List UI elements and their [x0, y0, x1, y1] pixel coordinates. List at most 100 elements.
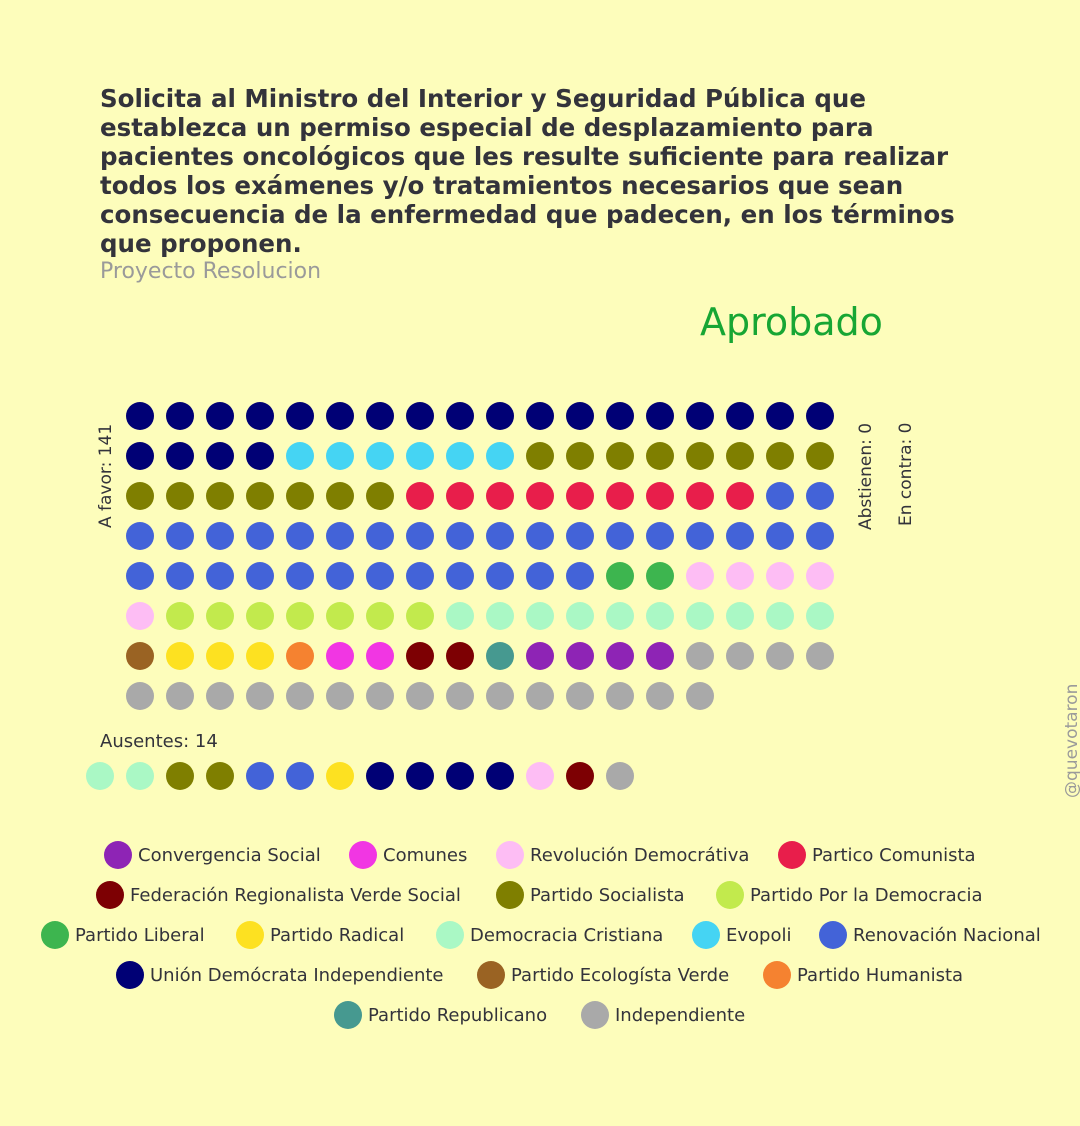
a-favor-seat: Convergencia Social	[566, 642, 594, 670]
ausente-seat: Democracia Cristiana	[86, 762, 114, 790]
a-favor-seat: Revolución Democrátiva	[806, 562, 834, 590]
a-favor-seat: Evopoli	[366, 442, 394, 470]
a-favor-seat: Unión Demócrata Independiente	[166, 402, 194, 430]
a-favor-seat: Unión Demócrata Independiente	[766, 402, 794, 430]
a-favor-seat: Independiente	[366, 682, 394, 710]
a-favor-seat: Renovación Nacional	[246, 562, 274, 590]
ausentes-label: Ausentes: 14	[100, 731, 218, 752]
a-favor-seat: Independiente	[766, 642, 794, 670]
a-favor-seat: Partido Socialista	[166, 482, 194, 510]
a-favor-seat: Independiente	[406, 682, 434, 710]
a-favor-seat: Democracia Cristiana	[446, 602, 474, 630]
a-favor-seat: Partido Socialista	[566, 442, 594, 470]
a-favor-seat: Comunes	[366, 642, 394, 670]
ausente-seat: Revolución Democrátiva	[526, 762, 554, 790]
a-favor-seat: Renovación Nacional	[486, 562, 514, 590]
a-favor-seat: Independiente	[446, 682, 474, 710]
a-favor-seat: Renovación Nacional	[326, 562, 354, 590]
a-favor-seat: Democracia Cristiana	[486, 602, 514, 630]
watermark: @quevotaron	[1062, 683, 1080, 798]
a-favor-seat: Independiente	[206, 682, 234, 710]
a-favor-seat: Convergencia Social	[606, 642, 634, 670]
a-favor-seat: Renovación Nacional	[206, 562, 234, 590]
a-favor-seat: Renovación Nacional	[766, 522, 794, 550]
a-favor-seat: Independiente	[126, 682, 154, 710]
a-favor-seat: Democracia Cristiana	[686, 602, 714, 630]
a-favor-seat: Independiente	[726, 642, 754, 670]
a-favor-seat: Renovación Nacional	[246, 522, 274, 550]
a-favor-seat: Renovación Nacional	[166, 562, 194, 590]
a-favor-seat: Democracia Cristiana	[726, 602, 754, 630]
a-favor-seat: Unión Demócrata Independiente	[686, 402, 714, 430]
ausente-seat: Renovación Nacional	[286, 762, 314, 790]
a-favor-seat: Partico Comunista	[526, 482, 554, 510]
a-favor-seat: Partido Por la Democracia	[166, 602, 194, 630]
a-favor-seat: Renovación Nacional	[646, 522, 674, 550]
a-favor-seat: Renovación Nacional	[566, 562, 594, 590]
a-favor-seat: Renovación Nacional	[446, 522, 474, 550]
a-favor-seat: Partico Comunista	[566, 482, 594, 510]
a-favor-seat: Partido Socialista	[806, 442, 834, 470]
a-favor-seat: Unión Demócrata Independiente	[406, 402, 434, 430]
a-favor-seat: Renovación Nacional	[126, 562, 154, 590]
a-favor-seat: Revolución Democrátiva	[766, 562, 794, 590]
a-favor-seat: Partido Socialista	[366, 482, 394, 510]
a-favor-seat: Partico Comunista	[686, 482, 714, 510]
a-favor-seat: Partico Comunista	[406, 482, 434, 510]
a-favor-seat: Unión Demócrata Independiente	[566, 402, 594, 430]
a-favor-seat: Independiente	[806, 642, 834, 670]
a-favor-seat: Renovación Nacional	[526, 522, 554, 550]
a-favor-seat: Democracia Cristiana	[566, 602, 594, 630]
a-favor-seat: Independiente	[646, 682, 674, 710]
a-favor-seat: Unión Demócrata Independiente	[806, 402, 834, 430]
a-favor-seat: Unión Demócrata Independiente	[446, 402, 474, 430]
a-favor-seat: Partido Liberal	[606, 562, 634, 590]
a-favor-seat: Partido Socialista	[686, 442, 714, 470]
a-favor-seat: Renovación Nacional	[166, 522, 194, 550]
ausente-seat: Partido Socialista	[166, 762, 194, 790]
ausente-seat: Unión Demócrata Independiente	[366, 762, 394, 790]
ausente-seat: Unión Demócrata Independiente	[446, 762, 474, 790]
a-favor-seat: Independiente	[166, 682, 194, 710]
a-favor-seat: Partico Comunista	[486, 482, 514, 510]
a-favor-seat: Renovación Nacional	[806, 482, 834, 510]
a-favor-seat: Independiente	[686, 642, 714, 670]
a-favor-seat: Independiente	[526, 682, 554, 710]
a-favor-seat: Unión Demócrata Independiente	[126, 442, 154, 470]
a-favor-seat: Partido Humanista	[286, 642, 314, 670]
ausente-seat: Partido Radical	[326, 762, 354, 790]
a-favor-seat: Partido Socialista	[206, 482, 234, 510]
a-favor-seat: Unión Demócrata Independiente	[726, 402, 754, 430]
a-favor-seat: Partido Radical	[246, 642, 274, 670]
a-favor-seat: Renovación Nacional	[286, 522, 314, 550]
a-favor-seat: Evopoli	[286, 442, 314, 470]
a-favor-seat: Unión Demócrata Independiente	[206, 442, 234, 470]
a-favor-seat: Partido Socialista	[126, 482, 154, 510]
a-favor-seat: Unión Demócrata Independiente	[286, 402, 314, 430]
a-favor-seat: Comunes	[326, 642, 354, 670]
a-favor-seat: Democracia Cristiana	[766, 602, 794, 630]
a-favor-seat: Renovación Nacional	[206, 522, 234, 550]
a-favor-seat: Unión Demócrata Independiente	[246, 402, 274, 430]
a-favor-seat: Democracia Cristiana	[806, 602, 834, 630]
a-favor-seat: Independiente	[326, 682, 354, 710]
a-favor-seat: Renovación Nacional	[366, 522, 394, 550]
a-favor-seat: Renovación Nacional	[326, 522, 354, 550]
a-favor-seat: Renovación Nacional	[406, 522, 434, 550]
a-favor-seat: Democracia Cristiana	[646, 602, 674, 630]
a-favor-seat: Unión Demócrata Independiente	[206, 402, 234, 430]
a-favor-seat: Partico Comunista	[646, 482, 674, 510]
ausente-seat: Partido Socialista	[206, 762, 234, 790]
a-favor-seat: Partido Por la Democracia	[366, 602, 394, 630]
a-favor-seat: Convergencia Social	[526, 642, 554, 670]
a-favor-seat: Democracia Cristiana	[606, 602, 634, 630]
a-favor-seat: Renovación Nacional	[606, 522, 634, 550]
vote-result-status: Aprobado	[700, 300, 883, 344]
a-favor-seat: Partido Por la Democracia	[286, 602, 314, 630]
a-favor-seat: Unión Demócrata Independiente	[166, 442, 194, 470]
a-favor-seat: Renovación Nacional	[406, 562, 434, 590]
a-favor-seat: Unión Demócrata Independiente	[246, 442, 274, 470]
a-favor-seat: Evopoli	[326, 442, 354, 470]
a-favor-seat: Renovación Nacional	[126, 522, 154, 550]
